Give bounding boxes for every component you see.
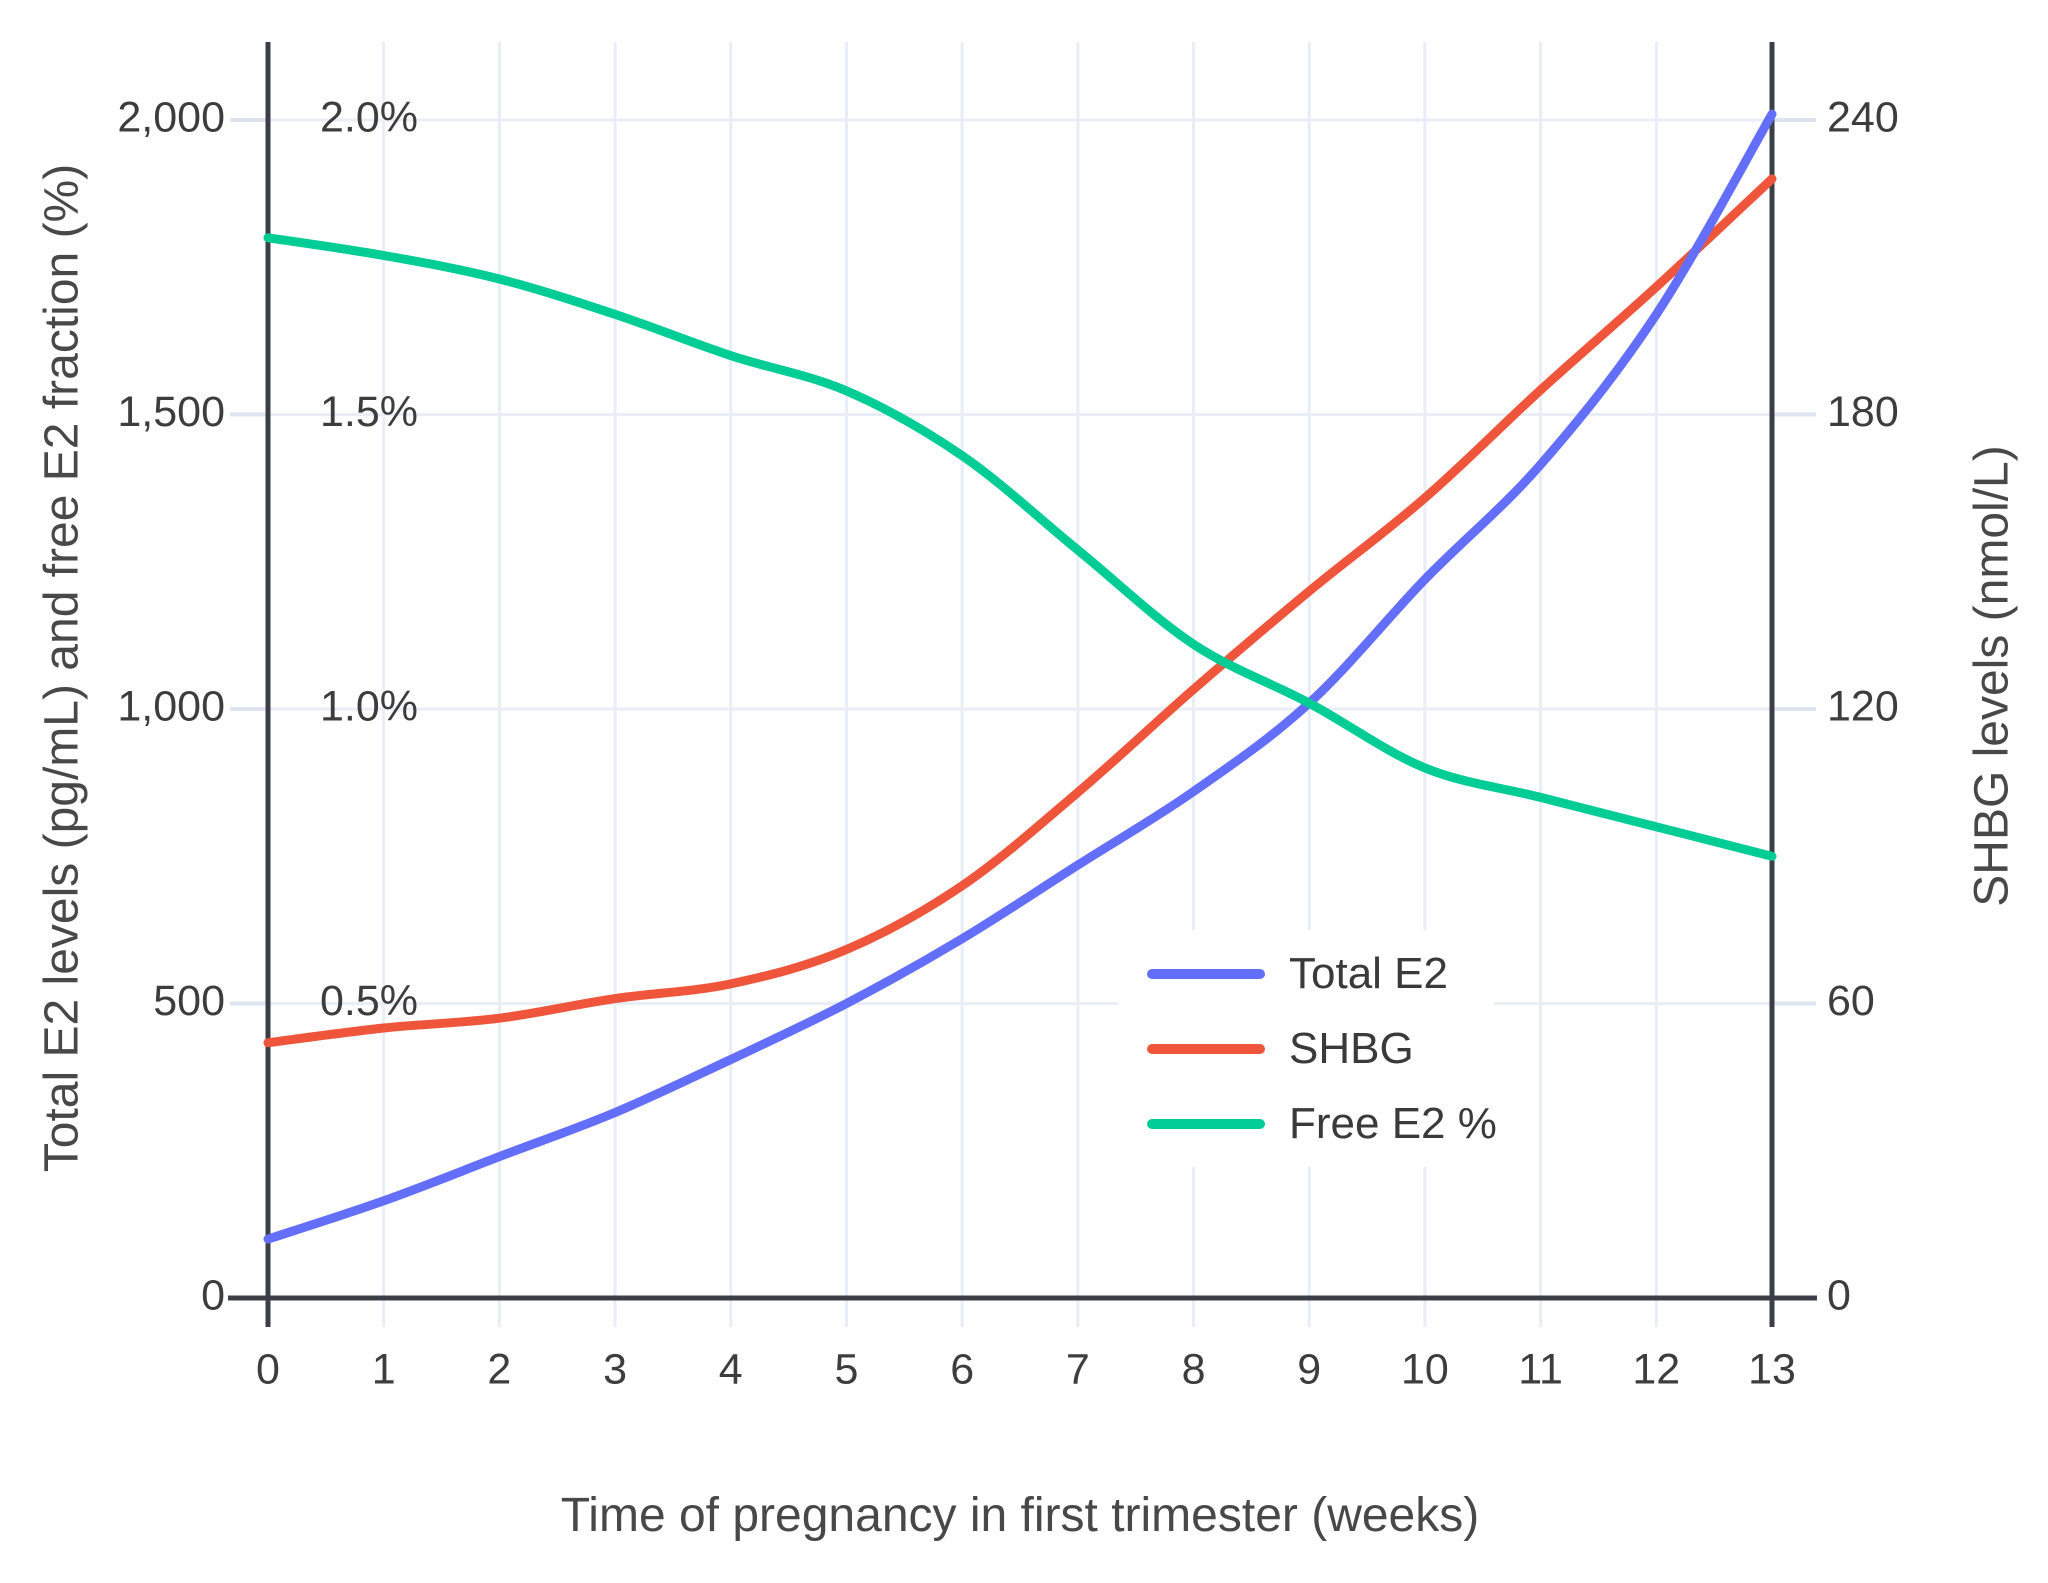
y-right-tick-label: 0 xyxy=(1827,1271,1851,1319)
y-left-tick-label: 1,000 xyxy=(117,682,225,730)
x-tick-label: 4 xyxy=(719,1345,743,1393)
x-tick-label: 13 xyxy=(1748,1345,1796,1393)
free-e2-pct-tick-label: 1.5% xyxy=(320,388,418,436)
y-right-tick-label: 180 xyxy=(1827,388,1899,436)
y-right-axis-title: SHBG levels (nmol/L) xyxy=(1965,445,2019,907)
y-left-tick-label: 500 xyxy=(153,977,225,1025)
x-tick-label: 3 xyxy=(603,1345,627,1393)
legend-item-total-e2[interactable]: Total E2 xyxy=(1118,936,1494,1011)
free-e2--line xyxy=(263,233,1777,861)
x-tick-label: 11 xyxy=(1518,1345,1563,1393)
x-tick-label: 12 xyxy=(1632,1345,1680,1393)
y-left-tick-label: 1,500 xyxy=(117,388,225,436)
legend-label: Total E2 xyxy=(1289,948,1448,998)
legend-item-free-e2[interactable]: Free E2 % xyxy=(1118,1086,1497,1161)
x-tick-label: 9 xyxy=(1297,1345,1321,1393)
y-left-axis-title: Total E2 levels (pg/mL) and free E2 frac… xyxy=(35,163,89,1173)
legend-label: SHBG xyxy=(1289,1023,1414,1073)
free-e2-pct-tick-label: 0.5% xyxy=(320,977,418,1025)
x-tick-label: 5 xyxy=(835,1345,859,1393)
free-e2-pct-tick-label: 2.0% xyxy=(320,93,418,141)
x-tick-label: 6 xyxy=(950,1345,974,1393)
total-e2-line xyxy=(263,109,1777,1244)
legend-item-shbg[interactable]: SHBG xyxy=(1118,1011,1494,1086)
y-right-tick-label: 60 xyxy=(1827,977,1875,1025)
shbg-line xyxy=(263,174,1777,1048)
x-axis-title: Time of pregnancy in first trimester (we… xyxy=(560,1489,1480,1542)
x-tick-label: 2 xyxy=(487,1345,511,1393)
legend-label: Free E2 % xyxy=(1289,1098,1497,1148)
free-e2-pct-tick-label: 1.0% xyxy=(320,682,418,730)
y-left-tick-label: 0 xyxy=(201,1271,225,1319)
y-left-tick-label: 2,000 xyxy=(117,93,225,141)
x-tick-label: 0 xyxy=(256,1345,280,1393)
x-tick-label: 8 xyxy=(1182,1345,1206,1393)
x-tick-label: 1 xyxy=(372,1345,396,1393)
y-right-tick-label: 240 xyxy=(1827,93,1899,141)
shbg-line-swatch xyxy=(1147,1043,1265,1054)
x-tick-label: 7 xyxy=(1066,1345,1090,1393)
legend: Total E2 SHBG Free E2 % xyxy=(1118,930,1497,1167)
total-e2-line-swatch xyxy=(1147,968,1265,979)
x-tick-label: 10 xyxy=(1401,1345,1449,1393)
free-e2-line-swatch xyxy=(1147,1118,1265,1129)
y-right-tick-label: 120 xyxy=(1827,682,1899,730)
